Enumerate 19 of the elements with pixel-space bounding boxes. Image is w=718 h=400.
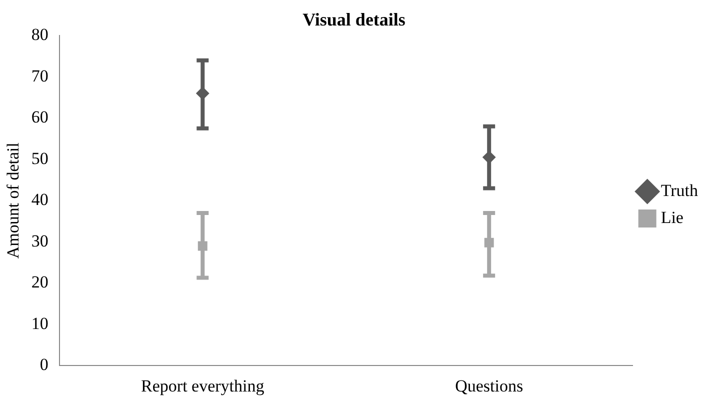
y-axis-title: Amount of detail — [4, 142, 23, 259]
legend-label: Lie — [660, 208, 684, 227]
chart-title: Visual details — [302, 9, 406, 30]
legend-label: Truth — [660, 180, 698, 200]
y-tick-label: 50 — [31, 148, 48, 168]
y-tick-label: 20 — [31, 272, 48, 292]
point — [482, 150, 496, 164]
x-tick-label: Questions — [455, 376, 524, 396]
y-tick-label: 10 — [31, 314, 48, 333]
y-tick-label: 70 — [31, 66, 48, 86]
x-tick-label: Report everything — [141, 376, 265, 396]
point — [196, 86, 210, 100]
y-tick-label: 60 — [31, 108, 48, 127]
y-tick-label: 0 — [40, 355, 48, 374]
y-tick-label: 80 — [31, 25, 48, 44]
y-tick-label: 30 — [31, 231, 48, 250]
point — [484, 238, 494, 248]
point — [198, 241, 208, 251]
y-tick-label: 40 — [31, 190, 48, 210]
